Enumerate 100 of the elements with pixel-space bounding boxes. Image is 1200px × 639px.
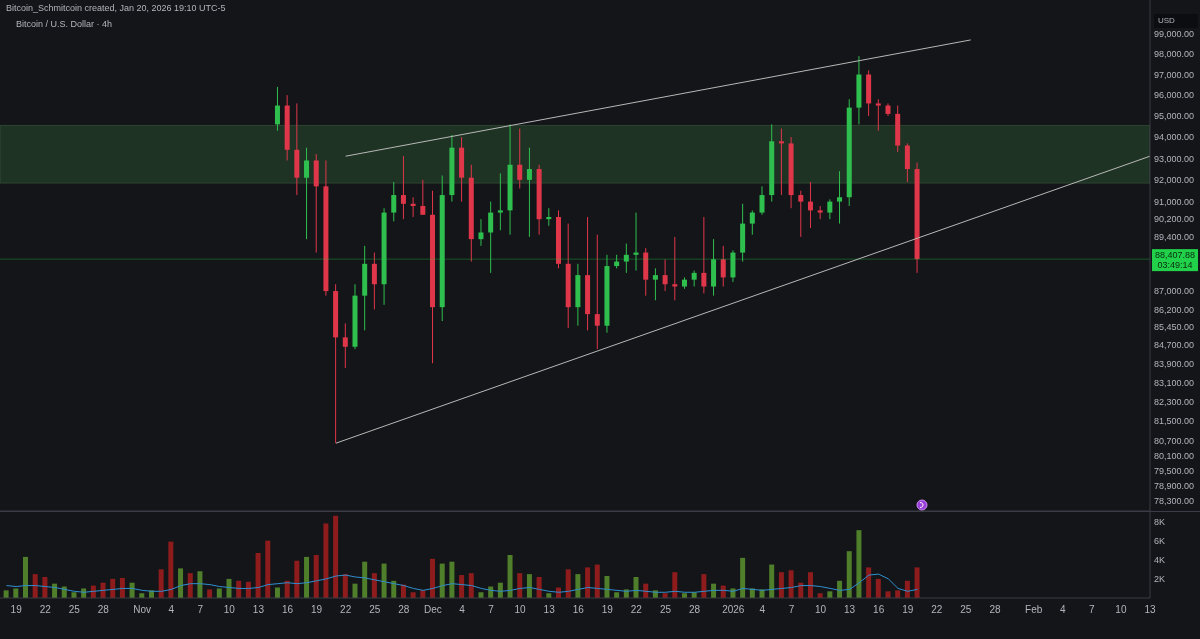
candlestick [701, 216, 707, 294]
bar [342, 574, 348, 598]
bar [119, 577, 125, 598]
y-tick-label: 89,400.00 [1154, 232, 1195, 243]
bar [216, 588, 222, 598]
x-tick-label: 28 [688, 604, 701, 616]
bar [178, 568, 184, 598]
candlestick [420, 179, 426, 216]
ref-line-label: 88,407.88 [1154, 250, 1196, 261]
x-tick-label: 10 [514, 604, 527, 616]
x-tick-label: 4 [168, 604, 175, 616]
candlestick [798, 190, 804, 238]
bar [265, 540, 271, 598]
y-tick-label: 98,000.00 [1154, 49, 1195, 60]
x-tick-label: 22 [340, 604, 352, 616]
y-tick-label: 8K [1154, 516, 1166, 527]
bar [23, 556, 28, 598]
annotation: Bitcoin_Schmitcoin created, Jan 20, 2026 19:10 UTC-5 [6, 3, 226, 13]
bar [885, 591, 891, 598]
bar [846, 551, 852, 598]
bar [13, 588, 19, 598]
y-tick-label: 87,000.00 [1154, 286, 1195, 297]
x-tick-label: 25 [659, 604, 672, 616]
bar [788, 570, 794, 598]
bar [585, 567, 591, 598]
candlestick [526, 147, 532, 238]
bar [32, 574, 38, 598]
bar [304, 556, 310, 598]
y-tick-label: 85,450.00 [1154, 322, 1195, 333]
candlestick [875, 98, 881, 132]
x-tick-label: 25 [369, 604, 381, 616]
x-tick-label: 16 [572, 604, 585, 616]
bar [575, 574, 581, 598]
bar [158, 569, 164, 598]
bar [381, 563, 387, 598]
bar [701, 574, 707, 598]
x-tick-label: 2026 [722, 604, 745, 616]
candlestick [478, 218, 484, 247]
x-tick-label: 4 [759, 604, 766, 616]
bar [517, 573, 523, 598]
x-tick-label: 28 [989, 604, 1001, 616]
candlestick [342, 322, 348, 369]
bar [740, 557, 746, 598]
candlestick [662, 258, 668, 292]
x-tick-label: 19 [902, 604, 914, 616]
bar [207, 589, 213, 598]
x-tick-label: 16 [281, 604, 294, 616]
x-tick-label: Feb [1025, 604, 1043, 616]
x-tick-label: 19 [601, 604, 614, 616]
x-tick-label: 13 [252, 604, 265, 616]
x-tick-label: 4 [459, 604, 466, 616]
y-tick-label: 6K [1154, 535, 1166, 546]
x-tick-label: 13 [543, 604, 556, 616]
y-tick-label: 86,200.00 [1154, 304, 1195, 315]
candlestick [304, 147, 310, 240]
candlestick [672, 236, 678, 301]
bar [333, 515, 339, 598]
y-tick-label: 78,300.00 [1154, 496, 1195, 506]
x-tick-label: 19 [10, 604, 23, 616]
candlestick [517, 128, 523, 190]
bar [430, 558, 436, 598]
y-tick-label: 79,500.00 [1154, 465, 1195, 476]
x-tick-label: 25 [960, 604, 972, 616]
x-tick-label: 7 [788, 604, 795, 616]
x-tick-label: 22 [931, 604, 943, 616]
x-tick-label: 16 [873, 604, 885, 616]
y-tick-label: 99,000.00 [1154, 29, 1195, 40]
bar [459, 575, 465, 598]
y-tick-label: 96,000.00 [1154, 90, 1195, 101]
x-tick-label: 13 [1144, 604, 1156, 616]
candlestick [391, 181, 397, 222]
bar [672, 572, 678, 598]
x-tick-label: 7 [488, 604, 495, 616]
candlestick [807, 181, 813, 229]
bar [197, 571, 203, 598]
candlestick [759, 185, 765, 216]
y-tick-label: 4K [1154, 554, 1166, 565]
candlestick [594, 234, 600, 350]
y-tick-label: 80,700.00 [1154, 435, 1195, 446]
bar [507, 555, 513, 598]
x-tick-label: 10 [223, 604, 236, 616]
x-tick-label: Dec [423, 604, 442, 616]
candlestick [400, 155, 406, 220]
candlestick [410, 196, 416, 218]
bar [42, 576, 48, 598]
candlestick [720, 245, 726, 288]
candlestick [827, 198, 833, 220]
bar [526, 574, 532, 598]
y-tick-label: 92,000.00 [1154, 175, 1195, 186]
bar [352, 583, 358, 598]
candlestick [837, 170, 843, 225]
bar [604, 576, 610, 598]
x-tick-label: Nov [133, 604, 152, 616]
bar [856, 530, 862, 598]
bar [274, 587, 280, 598]
candlestick [497, 172, 503, 231]
bar [895, 590, 901, 598]
bar [594, 564, 600, 598]
y-tick-label: 81,500.00 [1154, 416, 1195, 427]
candlestick [778, 128, 784, 196]
